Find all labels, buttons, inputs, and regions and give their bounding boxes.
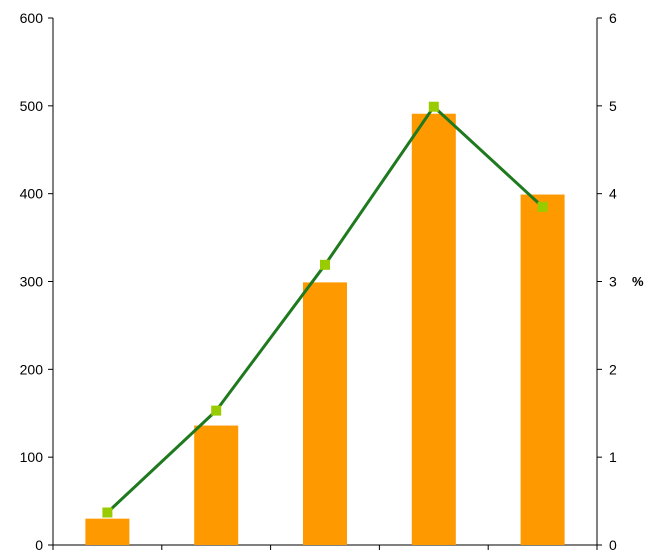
- left-tick-label: 0: [35, 537, 43, 553]
- line-marker: [102, 507, 113, 518]
- right-tick-label: 4: [609, 186, 617, 202]
- line-marker: [428, 101, 439, 112]
- right-tick-label: 3: [609, 274, 617, 290]
- left-tick-label: 500: [20, 98, 44, 114]
- right-tick-label: 0: [609, 537, 617, 553]
- left-tick-label: 400: [20, 186, 44, 202]
- left-tick-label: 100: [20, 449, 44, 465]
- right-tick-label: 5: [609, 98, 617, 114]
- line-marker: [211, 405, 222, 416]
- right-tick-label: 6: [609, 10, 617, 26]
- left-tick-label: 300: [20, 274, 44, 290]
- tick-labels: 0 100 200 300 400 500 600 0 1 2 3 4 5 6: [20, 10, 617, 553]
- right-axis-title: %: [632, 274, 644, 289]
- line-marker: [537, 201, 548, 212]
- left-tick-label: 600: [20, 10, 44, 26]
- right-tick-label: 2: [609, 361, 617, 377]
- bar: [194, 425, 239, 545]
- left-tick-label: 200: [20, 361, 44, 377]
- bar-series: [85, 113, 565, 546]
- line-marker: [320, 259, 330, 270]
- bar: [303, 282, 347, 545]
- bar: [411, 113, 456, 545]
- bar: [520, 194, 565, 546]
- line-series: [102, 101, 548, 518]
- bar: [85, 518, 130, 545]
- right-tick-label: 1: [609, 449, 617, 465]
